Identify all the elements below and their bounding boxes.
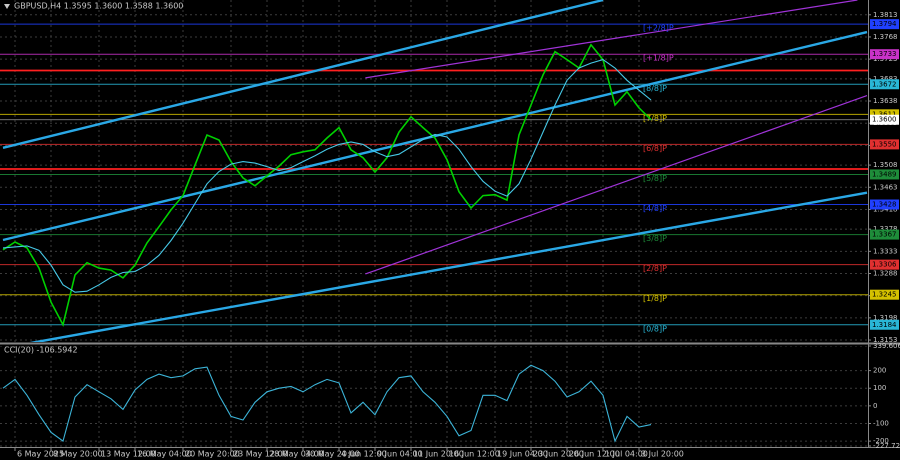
y-tick-label: -227.7219 [873, 442, 900, 450]
series-line [2, 43, 652, 328]
x-tick-label: 16 May 04:00 [137, 450, 192, 459]
x-tick-label: 26 Jun 12:00 [569, 450, 620, 459]
y-tick-label: 1.3288 [873, 270, 898, 278]
level-price-box [870, 139, 899, 150]
y-tick-label: 1.3508 [873, 161, 898, 169]
level-price-label: 1.3794 [872, 20, 897, 28]
y-tick-label: 1.3153 [873, 336, 898, 344]
level-price-box [870, 319, 899, 330]
x-tick-label: 4 Jun 12:00 [341, 450, 387, 459]
trend-line [29, 191, 868, 342]
chart-title: GBPUSD,H4 1.3595 1.3600 1.3588 1.3600 [14, 2, 183, 11]
main-panel: [+2/8]P [+1/8]P [8/8]P [7/8]P [6/8]P [5/8]P [4… [0, 0, 868, 342]
level-tag: [3/8]P [643, 234, 667, 243]
y-tick-label: 1.3463 [873, 183, 898, 191]
x-tick-label: 28 May 04:00 [269, 450, 324, 459]
y-tick-label: 1.3198 [873, 314, 898, 322]
y-tick-label: 1.3333 [873, 247, 898, 255]
level-price-label: 1.3733 [872, 50, 897, 58]
series-line [2, 364, 652, 443]
level-tag: [6/8]P [643, 144, 667, 153]
level-tag: [8/8]P [643, 84, 667, 93]
y-tick-label: 0 [873, 402, 877, 410]
x-tick-label: 11 Jun 20:00 [413, 450, 464, 459]
level-price-label: 1.3306 [872, 261, 897, 269]
x-tick-label: 1 Jul 04:00 [605, 450, 648, 459]
y-tick-label: 1.3378 [873, 225, 898, 233]
level-price-box [870, 229, 899, 240]
indicator-title: CCI(20) -106.5942 [4, 346, 78, 355]
level-price-label: 1.3367 [872, 231, 897, 239]
level-price-box [870, 19, 899, 30]
symbol-icon [4, 4, 10, 9]
trend-line [2, 30, 868, 242]
x-tick-label: 20 May 20:00 [185, 450, 240, 459]
level-price-box [870, 79, 899, 90]
level-price-label: 1.3550 [872, 140, 897, 148]
x-tick-label: 3 Jul 20:00 [641, 450, 684, 459]
x-tick-label: 9 Jun 04:00 [377, 450, 423, 459]
y-tick-label: 339.6065 [873, 342, 900, 350]
trend-line [365, 95, 868, 275]
indicator-panel [0, 346, 868, 447]
level-tag: [+2/8]P [643, 24, 674, 33]
y-tick-label: -200 [873, 437, 889, 445]
level-price-label: 1.3489 [872, 170, 897, 178]
x-tick-label: 16 Jun 12:00 [449, 450, 500, 459]
level-price-label: 1.3245 [872, 291, 897, 299]
level-price-box [870, 259, 899, 270]
level-price-label: 1.3611 [872, 110, 897, 118]
x-tick-label: 23 Jun 20:00 [533, 450, 584, 459]
x-tick-label: 19 Jun 04:00 [497, 450, 548, 459]
level-price-box [870, 49, 899, 60]
level-tag: [0/8]P [643, 324, 667, 333]
x-tick-label: 30 May 20:00 [305, 450, 360, 459]
series-line [2, 58, 652, 293]
trend-line [2, 0, 604, 150]
level-price-box [870, 289, 899, 300]
level-tag: [7/8]P [643, 114, 667, 123]
y-tick-label: 100 [873, 384, 886, 392]
level-tag: [+1/8]P [643, 54, 674, 63]
y-tick-label: 1.3768 [873, 33, 898, 41]
level-price-label: 1.3184 [872, 321, 897, 329]
level-price-box [870, 199, 899, 210]
y-tick-label: 1.3683 [873, 75, 898, 83]
level-tag: [5/8]P [643, 174, 667, 183]
y-tick-label: 1.3638 [873, 97, 898, 105]
x-tick-label: 6 May 2025 [17, 450, 64, 459]
y-tick-label: -100 [873, 419, 889, 427]
y-tick-label: 200 [873, 367, 886, 375]
level-price-label: 1.3672 [872, 80, 897, 88]
x-tick-label: 23 May 12:00 [233, 450, 288, 459]
level-price-box [870, 109, 899, 120]
y-tick-label: 1.3813 [873, 11, 898, 19]
level-price-label: 1.3428 [872, 201, 897, 209]
level-tag: [1/8]P [643, 294, 667, 303]
trend-line [365, 0, 858, 79]
x-tick-label: 8 May 20:00 [53, 450, 103, 459]
x-tick-label: 13 May 12:00 [101, 450, 156, 459]
level-tag: [4/8]P [643, 204, 667, 213]
current-price-box [870, 114, 899, 125]
current-price-label: 1.3600 [872, 116, 897, 124]
level-price-box [870, 169, 899, 180]
level-tag: [2/8]P [643, 264, 667, 273]
